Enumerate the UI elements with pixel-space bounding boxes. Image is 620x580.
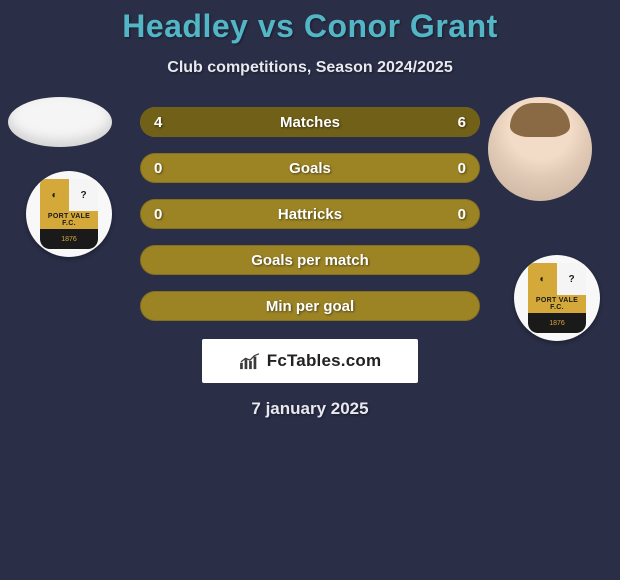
crest-band-text: PORT VALE F.C. — [528, 295, 586, 313]
chart-icon — [239, 352, 261, 370]
stat-value-right: 6 — [458, 114, 466, 131]
crest-year: 1876 — [40, 229, 98, 249]
stat-value-left: 0 — [154, 160, 162, 177]
stat-label: Min per goal — [266, 298, 354, 315]
stat-bars: 4 6 Matches 0 0 Goals 0 0 Hattricks Goals per mat… — [140, 107, 480, 321]
page-title: Headley vs Conor Grant — [0, 0, 620, 45]
crest-band-text: PORT VALE F.C. — [40, 211, 98, 229]
stat-value-left: 4 — [154, 114, 162, 131]
brand-text: FcTables.com — [267, 351, 382, 371]
stat-bar: Min per goal — [140, 291, 480, 321]
subtitle: Club competitions, Season 2024/2025 — [0, 59, 620, 77]
player2-avatar — [488, 97, 592, 201]
stat-label: Hattricks — [278, 206, 342, 223]
stat-label: Matches — [280, 114, 340, 131]
player1-avatar — [8, 97, 112, 147]
date-label: 7 january 2025 — [0, 399, 620, 419]
stat-label: Goals per match — [251, 252, 369, 269]
stat-label: Goals — [289, 160, 331, 177]
stat-bar: 4 6 Matches — [140, 107, 480, 137]
brand-prefix: Fc — [267, 351, 287, 370]
stat-bar: Goals per match — [140, 245, 480, 275]
brand-box: FcTables.com — [202, 339, 418, 383]
brand-suffix: Tables.com — [287, 351, 381, 370]
stat-value-right: 0 — [458, 206, 466, 223]
comparison-panel: ◐ ? PORT VALE F.C. 1876 ◐ ? PORT VALE F.… — [0, 107, 620, 419]
stat-bar: 0 0 Goals — [140, 153, 480, 183]
crest-year: 1876 — [528, 313, 586, 333]
player2-club-crest: ◐ ? PORT VALE F.C. 1876 — [514, 255, 600, 341]
stat-value-left: 0 — [154, 206, 162, 223]
stat-bar: 0 0 Hattricks — [140, 199, 480, 229]
player1-club-crest: ◐ ? PORT VALE F.C. 1876 — [26, 171, 112, 257]
stat-value-right: 0 — [458, 160, 466, 177]
